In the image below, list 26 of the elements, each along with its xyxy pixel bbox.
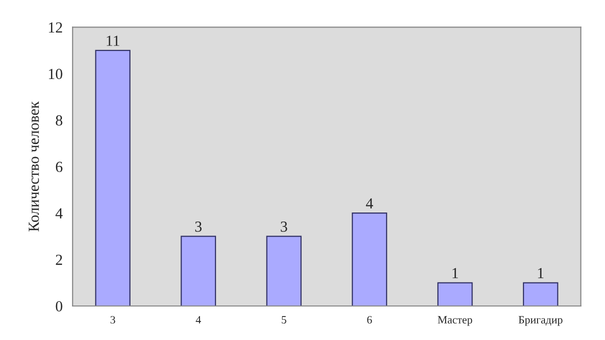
y-tick-label: 6 <box>56 162 62 172</box>
y-tick-label: 2 <box>56 254 62 265</box>
data-label: 11 <box>106 36 120 46</box>
data-label: 1 <box>452 268 458 278</box>
x-tick-label: 5 <box>282 316 286 324</box>
x-tick-label: 3 <box>110 316 116 324</box>
y-tick-label: 8 <box>56 115 62 126</box>
y-axis-title: Количество человек <box>28 101 39 232</box>
y-tick-label: 10 <box>48 68 62 80</box>
x-tick-label: 6 <box>367 316 372 324</box>
bar <box>522 282 558 306</box>
data-label: 3 <box>195 222 202 232</box>
bar <box>352 212 388 306</box>
bar <box>266 236 302 306</box>
x-tick-label: 4 <box>196 316 201 324</box>
x-tick-label: Бригадир <box>518 316 562 326</box>
bar <box>180 236 216 306</box>
data-label: 1 <box>538 268 544 278</box>
y-tick-label: 0 <box>56 301 62 312</box>
y-tick-label: 12 <box>48 22 62 32</box>
data-label: 4 <box>366 198 374 208</box>
data-label: 3 <box>280 222 288 232</box>
bar <box>95 50 130 306</box>
x-tick-label: Мастер <box>438 316 472 326</box>
bar <box>437 282 473 306</box>
y-tick-label: 4 <box>56 208 63 218</box>
